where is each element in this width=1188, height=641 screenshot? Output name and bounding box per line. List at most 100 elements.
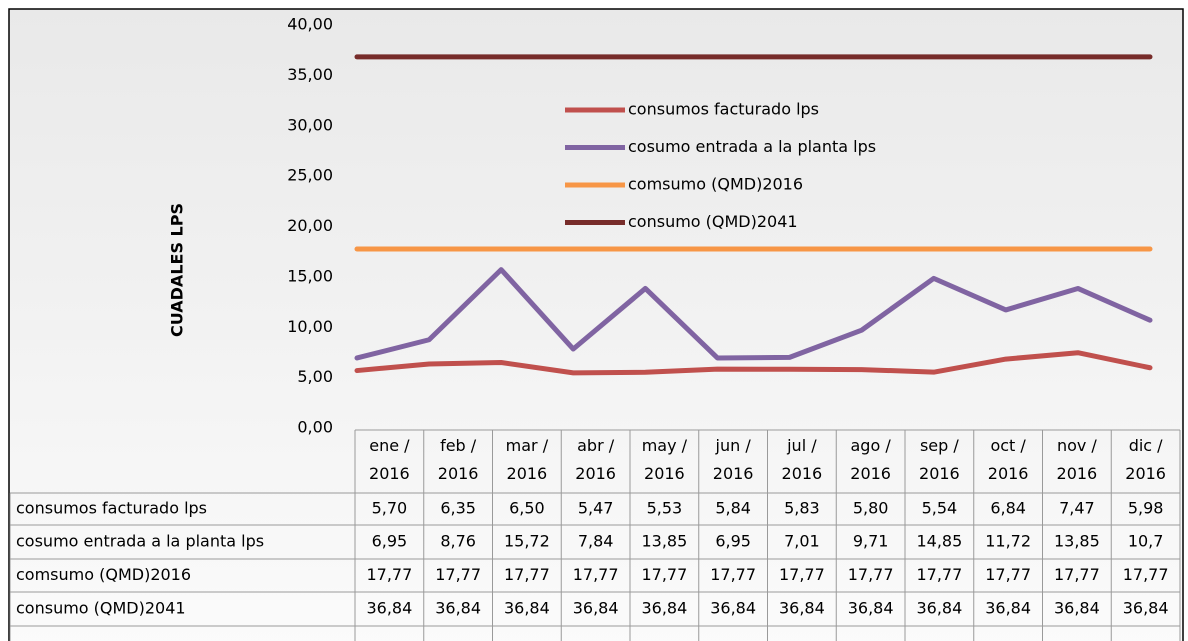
x-tick-label-line: may / [642, 436, 688, 455]
table-cell: 36,84 [1123, 599, 1169, 618]
x-tick-label-line: 2016 [1057, 464, 1098, 483]
legend-label: cosumo entrada a la planta lps [628, 137, 876, 156]
table-cell: 17,77 [435, 565, 481, 584]
x-tick-label: ene / 2016 [369, 436, 410, 483]
legend-label: comsumo (QMD)2016 [628, 175, 803, 194]
x-tick-label-line: jul / [786, 436, 817, 455]
x-tick-label-line: 2016 [369, 464, 410, 483]
x-tick-label-line: 2016 [713, 464, 754, 483]
table-cell: 17,77 [641, 565, 687, 584]
table-cell: 36,84 [641, 599, 687, 618]
x-tick-label-line: sep / [920, 436, 959, 455]
table-cell: 36,84 [848, 599, 894, 618]
series-line [354, 267, 1153, 361]
table-cell: 36,84 [779, 599, 825, 618]
x-tick-label-line: 2016 [644, 464, 685, 483]
table-cell: 36,84 [435, 599, 481, 618]
x-tick-label-line: ene / [369, 436, 410, 455]
x-tick-label-line: oct / [990, 436, 1026, 455]
x-tick-label-line: dic / [1129, 436, 1163, 455]
table-cell: 13,85 [1054, 532, 1100, 551]
table-cell: 5,54 [922, 499, 958, 518]
x-tick-label: jun / 2016 [713, 436, 754, 483]
x-tick-label-line: 2016 [919, 464, 960, 483]
y-axis-label: CUADALES LPS [168, 203, 187, 337]
y-tick-label: 20,00 [287, 216, 333, 235]
x-tick-label-line: feb / [440, 436, 477, 455]
x-tick-label: may / 2016 [642, 436, 688, 483]
chart-frame [8, 8, 1184, 641]
table-cell: 5,83 [784, 499, 820, 518]
table-cell: 14,85 [916, 532, 962, 551]
x-tick-label: dic / 2016 [1125, 436, 1166, 483]
x-tick-label-line: 2016 [782, 464, 823, 483]
table-cell: 36,84 [573, 599, 619, 618]
y-tick-label: 35,00 [287, 65, 333, 84]
x-tick-label-line: 2016 [507, 464, 548, 483]
table-cell: 5,98 [1128, 499, 1164, 518]
table-cell: 15,72 [504, 532, 550, 551]
table-cell: 5,84 [715, 499, 751, 518]
table-cell: 6,35 [440, 499, 476, 518]
x-tick-label-line: 2016 [575, 464, 616, 483]
x-tick-label-line: 2016 [988, 464, 1029, 483]
table-cell: 17,77 [848, 565, 894, 584]
table-cell: 36,84 [1054, 599, 1100, 618]
y-tick-label: 25,00 [287, 166, 333, 185]
x-tick-label-line: ago / [851, 436, 892, 455]
table-cell: 17,77 [916, 565, 962, 584]
x-tick-label-line: 2016 [850, 464, 891, 483]
table-cell: 10,7 [1128, 532, 1164, 551]
x-tick-label-line: mar / [506, 436, 549, 455]
x-tick-label: nov / 2016 [1057, 436, 1098, 483]
table-cell: 5,70 [372, 499, 408, 518]
table-cell: 17,77 [1054, 565, 1100, 584]
y-tick-label: 15,00 [287, 266, 333, 285]
y-tick-label: 30,00 [287, 115, 333, 134]
table-row-header: consumo (QMD)2041 [16, 599, 186, 618]
table-cell: 17,77 [779, 565, 825, 584]
x-tick-label: ago / 2016 [850, 436, 891, 483]
x-tick-label: oct / 2016 [988, 436, 1029, 483]
x-tick-label: jul / 2016 [782, 436, 823, 483]
y-tick-label: 40,00 [287, 15, 333, 34]
table-cell: 17,77 [710, 565, 756, 584]
table-cell: 17,77 [1123, 565, 1169, 584]
table-cell: 5,80 [853, 499, 889, 518]
x-tick-label: abr / 2016 [575, 436, 616, 483]
table-cell: 17,77 [504, 565, 550, 584]
table-row-header: consumos facturado lps [16, 499, 207, 518]
series-line [354, 350, 1153, 376]
x-tick-label-line: nov / [1057, 436, 1097, 455]
x-tick-label: feb / 2016 [438, 436, 479, 483]
table-cell: 36,84 [366, 599, 412, 618]
x-tick-label: mar / 2016 [506, 436, 549, 483]
table-cell: 8,76 [440, 532, 476, 551]
x-tick-label-line: 2016 [1125, 464, 1166, 483]
table-cell: 7,84 [578, 532, 614, 551]
table-cell: 11,72 [985, 532, 1031, 551]
table-cell: 36,84 [504, 599, 550, 618]
table-cell: 7,47 [1059, 499, 1095, 518]
legend-label: consumo (QMD)2041 [628, 212, 798, 231]
x-tick-label-line: abr / [577, 436, 615, 455]
table-cell: 6,95 [372, 532, 408, 551]
table-row-header: comsumo (QMD)2016 [16, 565, 191, 584]
y-tick-label: 10,00 [287, 317, 333, 336]
table-cell: 6,84 [990, 499, 1026, 518]
table-cell: 5,53 [647, 499, 683, 518]
table-cell: 36,84 [916, 599, 962, 618]
table-row-header: cosumo entrada a la planta lps [16, 532, 264, 551]
x-tick-label: sep / 2016 [919, 436, 960, 483]
table-cell: 17,77 [573, 565, 619, 584]
table-cell: 13,85 [641, 532, 687, 551]
table-cell: 17,77 [366, 565, 412, 584]
legend-label: consumos facturado lps [628, 100, 819, 119]
y-tick-label: 0,00 [297, 418, 333, 437]
table-cell: 6,50 [509, 499, 545, 518]
table-cell: 9,71 [853, 532, 889, 551]
table-cell: 17,77 [985, 565, 1031, 584]
y-tick-label: 5,00 [297, 367, 333, 386]
table-cell: 36,84 [985, 599, 1031, 618]
